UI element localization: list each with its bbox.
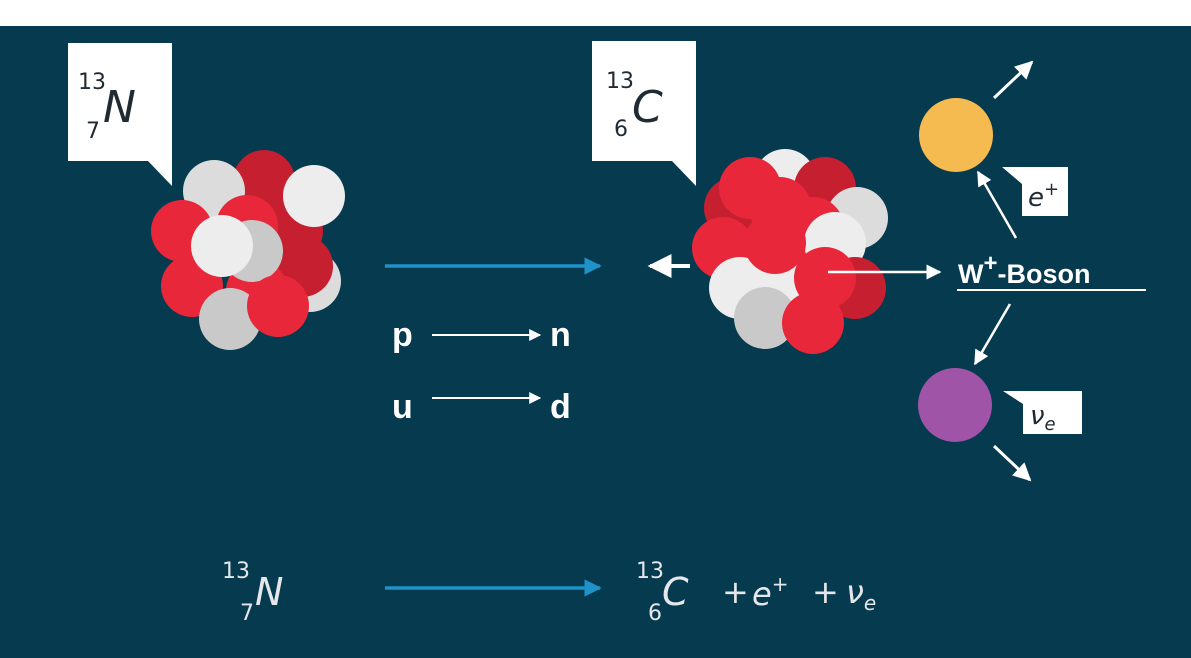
- equation-positron: e: [752, 575, 772, 613]
- svg-text:νe: νe: [846, 573, 876, 615]
- w-boson-label: W+-Boson: [957, 250, 1146, 291]
- neutrino-subscript: e: [1045, 414, 1056, 435]
- neutron-ball: [283, 165, 345, 227]
- equation-left-mass: 13: [222, 559, 250, 584]
- reactant-nucleus: [151, 150, 345, 350]
- reactant-label-box: [68, 43, 172, 186]
- proton-ball: [719, 157, 781, 219]
- w-boson-symbol: W: [958, 259, 984, 289]
- svg-text:W+-Boson: W+-Boson: [958, 250, 1090, 289]
- product-nucleus: [692, 149, 888, 354]
- decay-diagram-panel: 13 7 N p n u d 13 6 C W+-Boson: [0, 26, 1191, 658]
- decay-equation: 13 7 N 13 6 C + e+ + νe: [222, 559, 876, 626]
- equation-positron-charge: +: [772, 572, 789, 596]
- positron-label-tag: [1002, 167, 1068, 216]
- neutrino-motion-arrow: [992, 444, 1032, 482]
- reactant-label-callout: 13 7 N: [68, 43, 172, 186]
- svg-text:e+: e+: [1028, 179, 1059, 213]
- product-label-callout: 13 6 C: [592, 41, 696, 186]
- equation-neutrino: ν: [846, 573, 864, 611]
- reactant-atomic-number: 7: [86, 119, 100, 144]
- svg-text:νe: νe: [1030, 401, 1056, 435]
- boson-to-neutrino-arrow: [973, 303, 1012, 366]
- neutron-ball: [199, 288, 261, 350]
- neutrino-symbol: ν: [1030, 401, 1045, 431]
- proton-ball: [744, 212, 806, 274]
- proton-ball: [782, 292, 844, 354]
- equation-left-symbol: N: [255, 570, 283, 614]
- neutrino-label-tag: [1003, 391, 1082, 434]
- proton-ball: [247, 275, 309, 337]
- title-strip: [0, 0, 1191, 26]
- positron-charge: +: [1044, 179, 1059, 200]
- decay-diagram: 13 7 N p n u d 13 6 C W+-Boson: [68, 41, 1146, 626]
- neutrino-particle: νe: [918, 368, 1082, 482]
- conversion-to-n: n: [550, 316, 571, 354]
- equation-right-symbol: C: [662, 570, 689, 614]
- product-symbol: C: [632, 82, 663, 133]
- positron-circle: [919, 98, 993, 172]
- product-mass-number: 13: [606, 69, 634, 94]
- neutrino-circle: [918, 368, 992, 442]
- equation-right-mass: 13: [636, 559, 664, 584]
- conversion-to-d: d: [550, 388, 571, 426]
- conversion-u-to-d: u d: [392, 388, 571, 426]
- equation-plus-2: +: [812, 573, 839, 611]
- equation-plus-1: +: [722, 573, 749, 611]
- product-label-box: [592, 41, 696, 186]
- positron-particle: e+: [919, 60, 1068, 216]
- neutron-ball: [734, 287, 796, 349]
- positron-symbol: e: [1028, 183, 1044, 213]
- equation-right-atomic: 6: [648, 601, 662, 626]
- reactant-mass-number: 13: [78, 70, 106, 95]
- conversion-from-u: u: [392, 388, 413, 426]
- boson-to-positron-arrow: [976, 170, 1018, 239]
- conversion-p-to-n: p n: [392, 316, 571, 354]
- neutron-ball: [191, 215, 253, 277]
- reactant-symbol: N: [103, 82, 136, 133]
- svg-text:e+: e+: [752, 572, 788, 613]
- product-atomic-number: 6: [614, 117, 628, 142]
- equation-left-atomic: 7: [240, 601, 254, 626]
- positron-motion-arrow: [992, 60, 1034, 100]
- w-boson-suffix: -Boson: [998, 259, 1091, 289]
- equation-neutrino-subscript: e: [864, 591, 876, 615]
- conversion-from-p: p: [392, 316, 413, 354]
- w-boson-charge: +: [983, 250, 997, 277]
